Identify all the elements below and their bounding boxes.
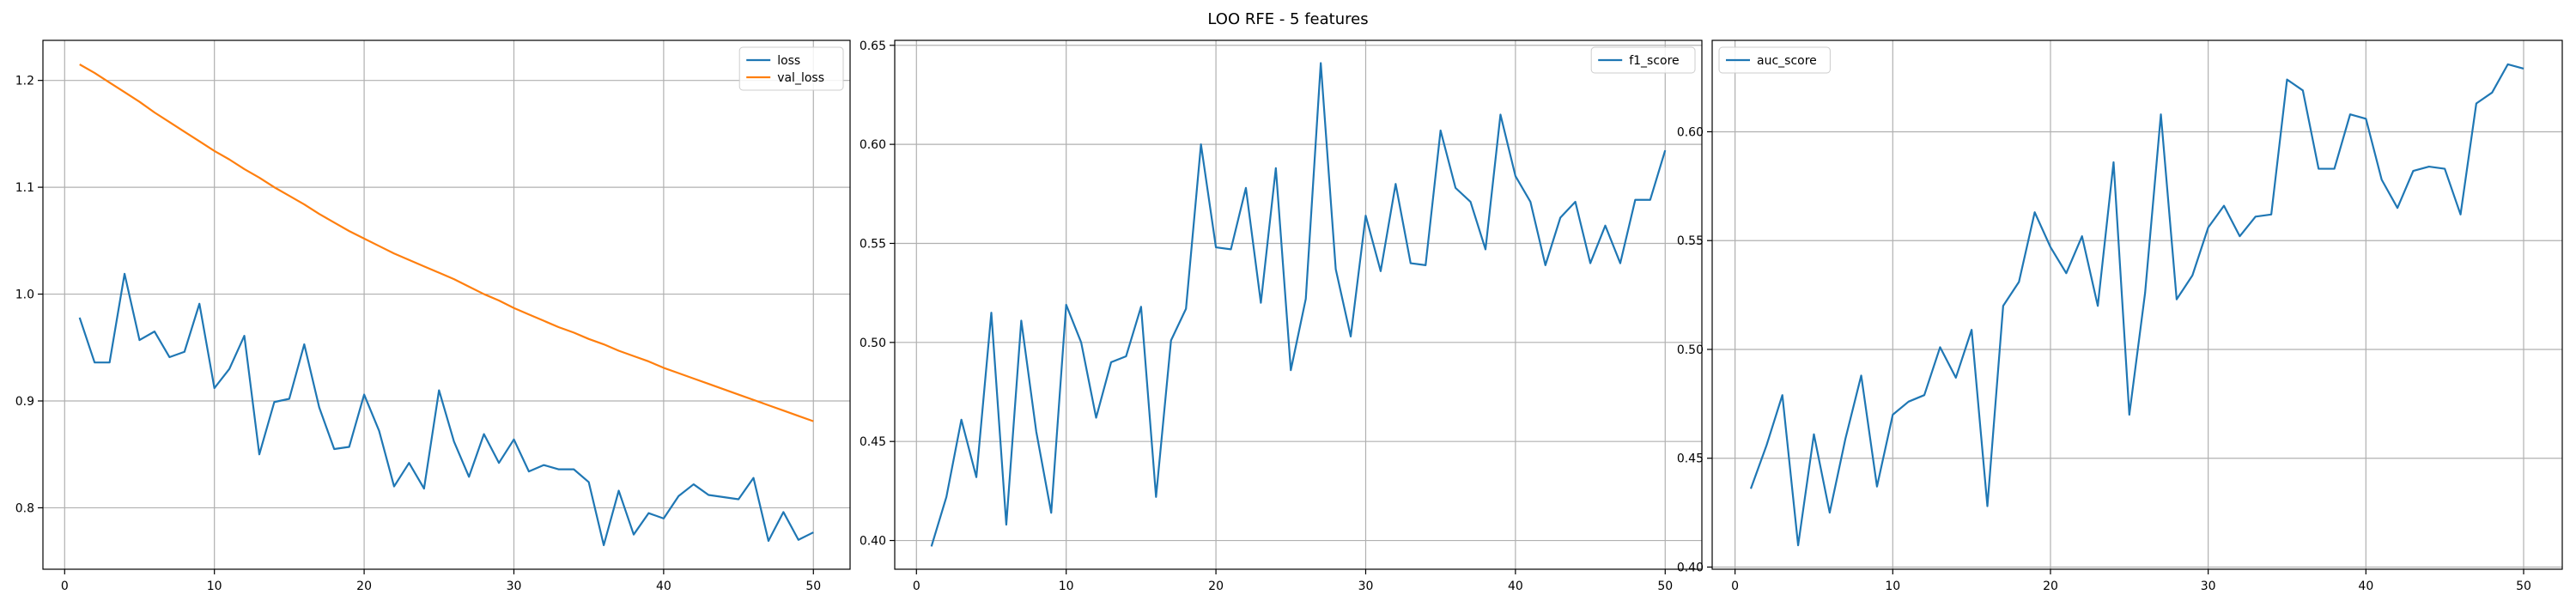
- y-tick-label: 0.8: [15, 501, 34, 515]
- y-tick-label: 1.1: [15, 181, 34, 195]
- y-tick-label: 0.65: [860, 39, 886, 53]
- x-tick-label: 10: [207, 580, 222, 593]
- x-tick-label: 20: [1208, 580, 1224, 593]
- y-tick-label: 0.60: [1677, 125, 1704, 139]
- x-tick-label: 40: [1508, 580, 1523, 593]
- legend-label-val_loss: val_loss: [777, 71, 824, 85]
- subplot-2: 0 10 20 30 40 50 0.40 0.45 0.50 0.55 0.60 0.65 f1_sc…: [860, 39, 1703, 593]
- legend: auc_score: [1718, 46, 1831, 74]
- axes-frame: [894, 39, 1703, 570]
- y-tick-label: 1.2: [15, 75, 34, 88]
- y-tick-label: 0.55: [860, 237, 886, 251]
- x-tick-label: 40: [2358, 580, 2373, 593]
- x-tick-label: 20: [2043, 580, 2058, 593]
- y-tick-label: 0.40: [1677, 561, 1704, 574]
- legend: loss val_loss: [738, 46, 844, 91]
- series-line-loss: [78, 272, 814, 547]
- figure-title: LOO RFE - 5 features: [1207, 10, 1368, 28]
- axes-frame: [1711, 39, 2563, 570]
- x-tick-label: 50: [805, 580, 821, 593]
- x-tick-label: 10: [1059, 580, 1074, 593]
- series-line-auc_score: [1749, 63, 2524, 547]
- y-tick-label: 1.0: [15, 288, 34, 302]
- legend-box: [738, 46, 844, 91]
- legend-label-auc_score: auc_score: [1757, 54, 1817, 68]
- y-tick-label: 0.55: [1677, 234, 1704, 248]
- legend-box: [1718, 46, 1831, 74]
- x-tick-label: 0: [61, 580, 69, 593]
- y-tick-label: 0.45: [1677, 452, 1704, 466]
- x-tick-label: 0: [1731, 580, 1739, 593]
- x-tick-label: 50: [2516, 580, 2531, 593]
- x-tick-label: 0: [913, 580, 920, 593]
- legend-label-f1_score: f1_score: [1629, 54, 1679, 68]
- x-tick-label: 20: [356, 580, 372, 593]
- legend-box: [1590, 46, 1696, 74]
- legend-label-loss: loss: [777, 54, 800, 68]
- axes-frame: [42, 39, 851, 570]
- subplot-3: 0 10 20 30 40 50 0.40 0.45 0.50 0.55 0.60 auc_score: [1677, 39, 2563, 593]
- y-tick-label: 0.9: [15, 395, 34, 409]
- subplot-1: 0 10 20 30 40 50 0.8 0.9 1.0 1.1 1.2 loss val_loss: [15, 39, 851, 593]
- x-tick-label: 10: [1885, 580, 1900, 593]
- legend: f1_score: [1590, 46, 1696, 74]
- x-tick-label: 40: [656, 580, 671, 593]
- y-tick-label: 0.45: [860, 435, 886, 449]
- series-line-val_loss: [79, 64, 814, 422]
- y-tick-label: 0.50: [860, 337, 886, 350]
- x-tick-label: 30: [1358, 580, 1374, 593]
- x-tick-label: 50: [1657, 580, 1673, 593]
- x-tick-label: 30: [507, 580, 522, 593]
- y-tick-label: 0.60: [860, 138, 886, 152]
- series-line-f1_score: [930, 62, 1667, 547]
- y-tick-label: 0.50: [1677, 343, 1704, 357]
- y-tick-label: 0.40: [860, 535, 886, 549]
- subplots: 0 10 20 30 40 50 0.8 0.9 1.0 1.1 1.2 loss val_loss 0 1…: [15, 39, 2563, 593]
- x-tick-label: 30: [2201, 580, 2216, 593]
